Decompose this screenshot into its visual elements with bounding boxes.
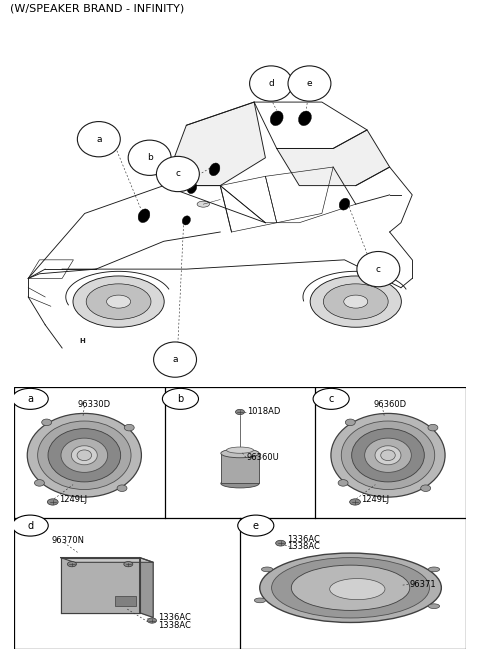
Ellipse shape [339,198,350,210]
Circle shape [128,140,171,175]
Ellipse shape [341,421,435,489]
Bar [221,453,259,483]
Ellipse shape [197,201,209,207]
Text: 96360U: 96360U [247,453,279,462]
Ellipse shape [187,182,197,194]
Ellipse shape [338,480,348,486]
Ellipse shape [299,111,312,125]
Ellipse shape [73,276,164,327]
Text: 1249LJ: 1249LJ [361,495,389,504]
Ellipse shape [310,276,401,327]
Text: 96370N: 96370N [51,536,84,545]
Ellipse shape [381,450,395,461]
Text: a: a [96,134,102,144]
Ellipse shape [330,579,385,600]
Circle shape [313,388,349,409]
Circle shape [357,251,400,287]
Text: c: c [376,264,381,274]
Ellipse shape [254,598,265,603]
Circle shape [288,66,331,101]
Text: 96371: 96371 [409,580,436,589]
Ellipse shape [182,216,191,225]
Circle shape [77,121,120,157]
Ellipse shape [138,209,150,222]
Polygon shape [276,130,390,186]
Ellipse shape [61,438,108,472]
Circle shape [147,618,156,623]
Ellipse shape [428,604,440,609]
Text: 96360D: 96360D [373,400,406,409]
Circle shape [12,515,48,536]
Ellipse shape [72,446,97,464]
Text: (W/SPEAKER BRAND - INFINITY): (W/SPEAKER BRAND - INFINITY) [10,4,184,14]
Text: e: e [307,79,312,88]
Ellipse shape [272,558,430,618]
Circle shape [276,541,286,546]
Bar [115,596,136,606]
Ellipse shape [291,565,410,610]
Ellipse shape [77,450,92,461]
Text: d: d [27,521,33,531]
Polygon shape [60,558,153,562]
Polygon shape [164,102,265,186]
Ellipse shape [344,295,368,308]
Text: c: c [328,394,334,404]
Circle shape [156,156,199,192]
Text: 1249LJ: 1249LJ [59,495,87,504]
Ellipse shape [35,480,44,486]
Text: e: e [253,521,259,531]
Circle shape [154,342,196,377]
Text: 1338AC: 1338AC [158,621,191,630]
Ellipse shape [428,424,438,431]
Text: H: H [79,338,85,344]
Text: 1336AC: 1336AC [287,535,320,544]
Ellipse shape [27,413,142,497]
Ellipse shape [124,424,134,431]
Circle shape [124,562,133,567]
Circle shape [162,388,199,409]
Text: d: d [268,79,274,88]
Ellipse shape [375,446,401,464]
Text: 1018AD: 1018AD [247,407,280,417]
Circle shape [12,388,48,409]
Text: 1336AC: 1336AC [158,613,191,623]
Circle shape [250,66,292,101]
Polygon shape [140,558,153,617]
Ellipse shape [48,428,120,482]
Ellipse shape [117,485,127,491]
Ellipse shape [86,284,151,319]
Ellipse shape [262,567,273,572]
Ellipse shape [260,553,441,623]
Text: c: c [175,169,180,178]
Ellipse shape [107,295,131,308]
Ellipse shape [324,284,388,319]
Ellipse shape [42,419,52,426]
Ellipse shape [428,567,440,572]
Circle shape [67,562,76,567]
Polygon shape [60,558,140,613]
Text: a: a [172,355,178,364]
Circle shape [236,409,244,415]
Ellipse shape [270,111,283,125]
Ellipse shape [365,438,411,472]
Circle shape [349,499,360,505]
Text: a: a [27,394,33,404]
Text: 96330D: 96330D [78,400,111,409]
Text: 1338AC: 1338AC [287,542,320,551]
Circle shape [48,499,58,505]
Ellipse shape [209,163,220,176]
Ellipse shape [352,428,424,482]
Ellipse shape [420,485,431,491]
Ellipse shape [221,449,259,458]
Circle shape [238,515,274,536]
Ellipse shape [37,421,131,489]
Ellipse shape [331,413,445,497]
Text: b: b [177,394,183,404]
Ellipse shape [345,419,355,426]
Ellipse shape [221,479,259,488]
Text: b: b [147,154,153,162]
Ellipse shape [227,447,253,453]
